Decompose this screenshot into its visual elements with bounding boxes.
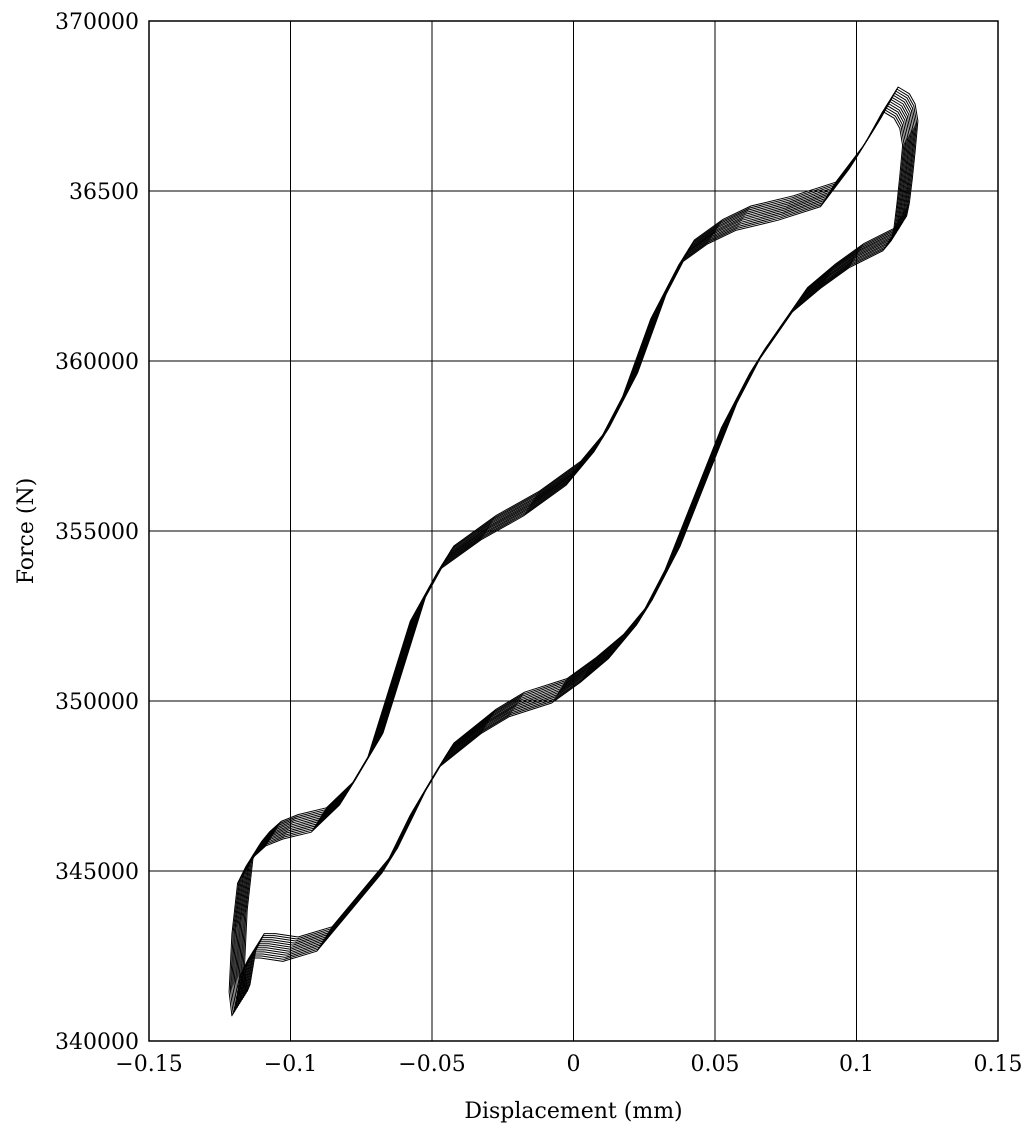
x-tick-label: −0.1 (264, 1052, 317, 1077)
hysteresis-cycle-line (243, 86, 919, 992)
y-tick-label: 360000 (55, 350, 139, 375)
hysteresis-cycle-line (235, 100, 910, 1007)
y-axis-title: Force (N) (14, 478, 39, 585)
x-tick-label: 0.15 (974, 1052, 1021, 1077)
x-tick-label: 0 (567, 1052, 581, 1077)
hysteresis-cycle-line (229, 108, 905, 1015)
hysteresis-cycle-line (242, 88, 918, 994)
hysteresis-cycle-line (228, 110, 904, 1017)
plot-frame (148, 20, 999, 1042)
x-tick-label: 0.05 (691, 1052, 740, 1077)
x-tick-labels: −0.15 −0.1 −0.05 0 0.05 0.1 0.15 (115, 1052, 1021, 1077)
x-tick-label: 0.1 (839, 1052, 874, 1077)
y-tick-label: 345000 (55, 860, 139, 885)
y-tick-label: 340000 (55, 1030, 139, 1055)
x-axis-title: Displacement (mm) (464, 1099, 682, 1124)
y-tick-labels: 340000 345000 350000 355000 360000 36500 37000… (55, 10, 139, 1055)
hysteresis-cycle-line (232, 104, 907, 1011)
hysteresis-cycle-line (238, 94, 914, 1000)
x-tick-label: −0.05 (398, 1052, 465, 1077)
y-tick-label: 355000 (55, 520, 139, 545)
series-layer (228, 86, 919, 1017)
y-tick-label: 36500 (69, 180, 139, 205)
hysteresis-cycle-line (240, 92, 915, 998)
hysteresis-cycle-line (237, 96, 912, 1003)
hysteresis-cycle-line (233, 102, 909, 1009)
hysteresis-cycle-line (241, 90, 916, 996)
hysteresis-cycle-line (231, 106, 906, 1013)
y-tick-label: 370000 (55, 10, 139, 35)
y-tick-label: 350000 (55, 690, 139, 715)
x-tick-label: −0.15 (115, 1052, 182, 1077)
